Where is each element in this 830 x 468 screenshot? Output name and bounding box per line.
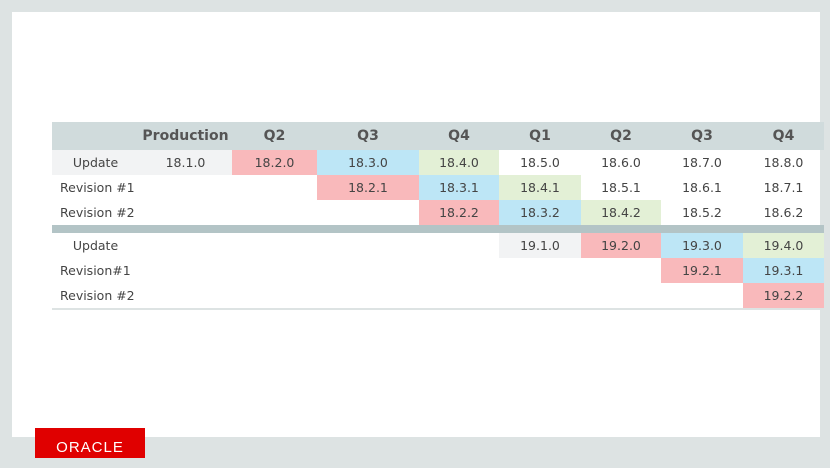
column-header: Q2	[232, 122, 317, 150]
slide: Production Q2 Q3 Q4 Q1 Q2 Q3 Q4 Update 18.1.0 18.…	[12, 12, 824, 437]
table-row: Update 18.1.0 18.2.0 18.3.0 18.4.0 18.5.0 18.6…	[52, 150, 824, 175]
version-cell	[232, 200, 317, 225]
version-cell	[499, 283, 581, 310]
row-label: Update	[72, 238, 119, 253]
version-cell: 18.4.1	[499, 175, 581, 200]
row-label: Revision #1	[60, 180, 135, 195]
version-cell: 18.4.2	[581, 200, 661, 225]
version-cell: 18.3.2	[499, 200, 581, 225]
table-row: Revision #1 18.2.1 18.3.1 18.4.1 18.5.1 18.6.…	[52, 175, 824, 200]
column-header: Q3	[317, 122, 419, 150]
oracle-logo: ORACLE	[35, 428, 145, 458]
header-row: Production Q2 Q3 Q4 Q1 Q2 Q3 Q4	[52, 122, 824, 150]
version-cell: 18.7.1	[763, 180, 804, 195]
version-cell: 18.3.1	[419, 175, 499, 200]
version-cell	[419, 233, 499, 258]
column-header	[52, 122, 139, 150]
version-cell	[317, 200, 419, 225]
version-cell: 18.5.2	[682, 205, 722, 220]
column-header: Q2	[581, 122, 661, 150]
version-cell: 18.8.0	[763, 155, 804, 170]
version-cell: 18.2.1	[317, 175, 419, 200]
version-cell	[317, 258, 419, 283]
version-cell: 18.4.0	[419, 150, 499, 175]
version-cell	[139, 283, 232, 310]
row-label: Revision #2	[60, 205, 135, 220]
version-cell	[232, 233, 317, 258]
version-cell	[499, 258, 581, 283]
column-header: Production	[139, 122, 232, 150]
release-schedule-table: Production Q2 Q3 Q4 Q1 Q2 Q3 Q4 Update 18.1.0 18.…	[52, 122, 824, 310]
version-cell	[581, 258, 661, 283]
logo-text: ORACLE	[56, 439, 124, 456]
version-cell: 18.6.1	[682, 180, 722, 195]
version-cell: 19.1.0	[499, 233, 581, 258]
row-label: Revision #2	[52, 283, 139, 310]
version-cell	[317, 233, 419, 258]
version-cell: 18.5.0	[520, 155, 560, 170]
version-cell	[139, 175, 232, 200]
version-cell: 18.7.0	[682, 155, 722, 170]
column-header: Q4	[743, 122, 824, 150]
version-cell	[232, 283, 317, 310]
version-cell: 19.2.0	[581, 233, 661, 258]
version-cell: 19.3.0	[661, 233, 743, 258]
version-cell	[661, 283, 743, 310]
table-row: Revision#1 19.2.1 19.3.1	[52, 258, 824, 283]
group-separator	[52, 225, 824, 233]
version-cell	[419, 258, 499, 283]
version-cell	[139, 258, 232, 283]
version-cell	[232, 258, 317, 283]
version-cell: 19.2.2	[743, 283, 824, 310]
version-cell: 18.6.2	[763, 205, 804, 220]
column-header: Q4	[419, 122, 499, 150]
version-cell: 19.4.0	[743, 233, 824, 258]
version-cell	[232, 175, 317, 200]
row-label: Revision#1	[60, 263, 131, 278]
table-row: Revision #2 18.2.2 18.3.2 18.4.2 18.5.2 18.6.…	[52, 200, 824, 225]
version-cell: 18.3.0	[317, 150, 419, 175]
version-cell	[139, 200, 232, 225]
version-cell	[317, 283, 419, 310]
column-header: Q1	[499, 122, 581, 150]
version-cell: 19.2.1	[661, 258, 743, 283]
version-cell: 18.2.2	[419, 200, 499, 225]
version-cell: 19.3.1	[743, 258, 824, 283]
row-label: Update	[52, 150, 139, 175]
version-cell: 18.6.0	[601, 155, 641, 170]
column-header: Q3	[661, 122, 743, 150]
version-cell: 18.1.0	[139, 150, 232, 175]
version-cell	[581, 283, 661, 310]
version-cell	[419, 283, 499, 310]
table-row: Revision #2 19.2.2	[52, 283, 824, 310]
version-cell	[139, 233, 232, 258]
table-row: Update 19.1.0 19.2.0 19.3.0 19.4.0	[52, 233, 824, 258]
version-cell: 18.2.0	[232, 150, 317, 175]
version-cell: 18.5.1	[601, 180, 641, 195]
